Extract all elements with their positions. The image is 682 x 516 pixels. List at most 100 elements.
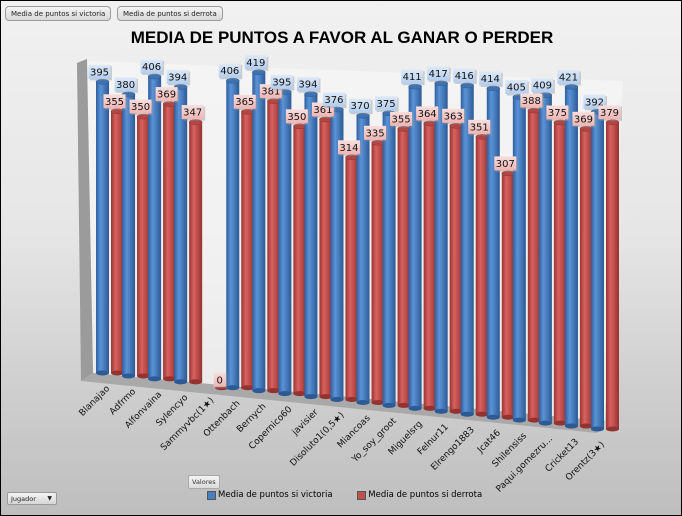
data-label-derrota: 388 bbox=[520, 93, 544, 110]
bar-top bbox=[95, 79, 110, 85]
bar-derrota[interactable] bbox=[449, 125, 463, 412]
data-label-text: 394 bbox=[168, 72, 187, 83]
bar-top bbox=[252, 69, 266, 76]
data-label-victoria: 414 bbox=[479, 71, 503, 87]
data-label-derrota: 365 bbox=[233, 94, 258, 111]
bar-victoria[interactable] bbox=[538, 95, 552, 424]
data-label-text: 363 bbox=[444, 111, 463, 122]
bar-derrota[interactable] bbox=[371, 142, 385, 403]
bar-top bbox=[434, 80, 448, 87]
bar-victoria[interactable] bbox=[304, 94, 318, 397]
data-label-text: 350 bbox=[131, 102, 150, 113]
category-label: Sammyvbc(1★) bbox=[159, 396, 216, 453]
legend-item-victoria: Media de puntos si victoria bbox=[207, 490, 333, 500]
bar-victoria[interactable] bbox=[486, 88, 500, 418]
bar-derrota[interactable] bbox=[137, 116, 151, 376]
bar-base bbox=[512, 417, 526, 423]
bar-derrota[interactable] bbox=[345, 157, 359, 400]
bar-derrota[interactable] bbox=[293, 126, 307, 394]
bar-derrota[interactable] bbox=[267, 101, 281, 391]
data-label-text: 417 bbox=[429, 69, 448, 80]
bar-derrota[interactable] bbox=[163, 104, 177, 379]
bar-derrota[interactable] bbox=[319, 119, 333, 397]
data-label-text: 335 bbox=[365, 128, 384, 139]
data-label-victoria: 409 bbox=[531, 78, 555, 94]
bar-derrota[interactable] bbox=[189, 122, 203, 382]
bar-derrota[interactable] bbox=[241, 111, 255, 388]
data-label-text: 380 bbox=[116, 80, 135, 91]
bar-victoria[interactable] bbox=[564, 86, 578, 427]
bar-victoria[interactable] bbox=[460, 85, 474, 415]
data-label-derrota: 350 bbox=[285, 109, 310, 125]
legend-label-derrota: Media de puntos si derrota bbox=[368, 490, 483, 500]
bar-derrota[interactable] bbox=[475, 136, 489, 415]
bar-base bbox=[189, 379, 203, 385]
data-label-victoria: 380 bbox=[114, 77, 139, 93]
bar-top bbox=[356, 112, 370, 119]
bar-victoria[interactable] bbox=[408, 86, 422, 409]
field-button-derrota[interactable]: Media de puntos si derrota bbox=[117, 6, 223, 21]
bar-derrota[interactable] bbox=[553, 122, 567, 424]
data-label-text: 421 bbox=[559, 72, 578, 83]
bar-victoria[interactable] bbox=[512, 97, 526, 421]
bar-victoria[interactable] bbox=[226, 80, 240, 388]
bar-derrota[interactable] bbox=[501, 173, 515, 418]
data-label-victoria: 419 bbox=[244, 55, 269, 71]
bar-victoria[interactable] bbox=[591, 111, 604, 430]
bar-victoria[interactable] bbox=[356, 115, 370, 403]
row-field-dropdown[interactable]: Jugador ▼ bbox=[7, 492, 57, 505]
data-label-derrota: 375 bbox=[546, 105, 570, 121]
data-label-derrota: 307 bbox=[494, 156, 518, 172]
bar-base bbox=[174, 379, 188, 385]
data-label-text: 406 bbox=[220, 66, 239, 77]
floor bbox=[81, 373, 605, 433]
bar-base bbox=[267, 388, 281, 394]
bar-base bbox=[137, 373, 151, 379]
bar-base bbox=[241, 385, 255, 391]
bar-base bbox=[591, 426, 604, 432]
values-field-button[interactable]: Valores bbox=[188, 475, 220, 489]
data-label-derrota: 379 bbox=[598, 105, 622, 121]
bar-derrota[interactable] bbox=[423, 123, 437, 409]
bar-victoria[interactable] bbox=[122, 94, 136, 376]
data-label-victoria: 370 bbox=[349, 98, 373, 115]
bar-derrota[interactable] bbox=[397, 128, 411, 406]
bar-victoria[interactable] bbox=[330, 109, 344, 400]
bar-base bbox=[434, 408, 448, 414]
data-label-derrota: 355 bbox=[390, 111, 414, 128]
data-label-derrota: 369 bbox=[155, 87, 180, 103]
bar-base bbox=[356, 399, 370, 405]
category-label: Jcat46 bbox=[475, 428, 503, 456]
bar-base bbox=[475, 411, 489, 417]
dropdown-arrow-icon: ▼ bbox=[47, 495, 52, 502]
chart-title: MEDIA DE PUNTOS A FAVOR AL GANAR O PERDE… bbox=[130, 28, 554, 47]
bar-base bbox=[319, 394, 333, 400]
bar-victoria[interactable] bbox=[96, 81, 109, 374]
bar-victoria[interactable] bbox=[278, 91, 292, 394]
bar-derrota[interactable] bbox=[579, 128, 593, 427]
bar-derrota[interactable] bbox=[606, 122, 619, 430]
bar-base bbox=[293, 391, 307, 397]
bar-derrota[interactable] bbox=[111, 111, 124, 373]
data-label-derrota: 314 bbox=[337, 140, 362, 156]
legend-item-derrota: Media de puntos si derrota bbox=[357, 490, 482, 500]
field-button-victoria[interactable]: Media de puntos si victoria bbox=[5, 6, 112, 21]
bar-top bbox=[460, 82, 474, 89]
bar-base bbox=[564, 423, 578, 429]
bar-derrota[interactable] bbox=[527, 110, 541, 421]
data-label-derrota: 351 bbox=[468, 119, 492, 136]
bar-victoria[interactable] bbox=[382, 113, 396, 406]
bar-victoria[interactable] bbox=[434, 83, 448, 412]
bar-victoria[interactable] bbox=[174, 86, 188, 382]
data-label-derrota: 363 bbox=[442, 108, 466, 125]
data-label-text: 379 bbox=[600, 108, 619, 119]
data-label-text: 409 bbox=[533, 81, 552, 92]
data-label-text: 388 bbox=[522, 96, 541, 107]
data-label-text: 365 bbox=[235, 97, 254, 108]
data-label-text: 314 bbox=[339, 143, 358, 154]
data-label-victoria: 421 bbox=[557, 69, 581, 86]
data-label-victoria: 394 bbox=[166, 69, 191, 86]
bar-victoria[interactable] bbox=[252, 72, 266, 391]
bar-victoria[interactable] bbox=[148, 76, 162, 379]
